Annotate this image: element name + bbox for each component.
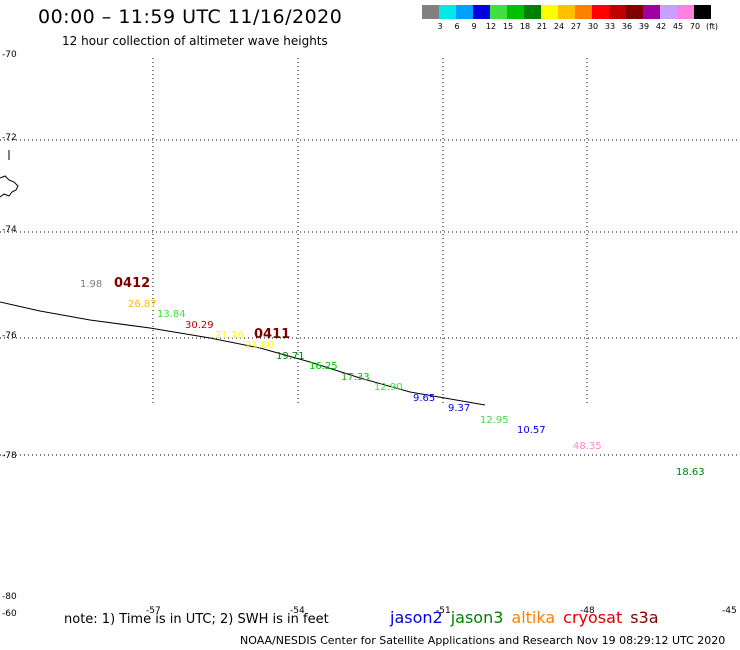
chart-title: 00:00 – 11:59 UTC 11/16/2020 — [38, 6, 343, 28]
satellite-track — [0, 301, 486, 406]
footer-note: note: 1) Time is in UTC; 2) SWH is in fe… — [64, 612, 329, 627]
latitude-label: -78 — [2, 451, 17, 461]
colorbar-swatch — [575, 5, 592, 19]
colorbar-swatch — [439, 5, 456, 19]
wave-height-value: 16.25 — [309, 361, 338, 372]
satellite-name: jason3 — [450, 608, 504, 627]
wave-height-value: 13.84 — [157, 309, 186, 320]
colorbar-label: 45 — [672, 22, 684, 31]
wave-height-value: 1.98 — [80, 279, 103, 290]
colorbar-label: 21 — [536, 22, 548, 31]
colorbar-label: 27 — [570, 22, 582, 31]
wave-height-value: 17.33 — [341, 372, 370, 383]
colorbar-label: 70 — [689, 22, 701, 31]
wave-height-value: 12.90 — [374, 382, 403, 393]
colorbar-swatch — [490, 5, 507, 19]
wave-height-value: 48.35 — [573, 441, 602, 452]
wave-height-value: 12.95 — [480, 415, 509, 426]
wave-height-value: 26.87 — [128, 299, 157, 310]
colorbar-label: 24 — [553, 22, 565, 31]
wave-height-value: 9.37 — [448, 403, 471, 414]
latitude-label: -74 — [2, 225, 17, 235]
longitude-label: -48 — [580, 606, 595, 616]
latitude-label: -76 — [2, 331, 17, 341]
colorbar-label: 6 — [454, 22, 460, 31]
colorbar-swatch — [541, 5, 558, 19]
pass-time-label: 0411 — [254, 327, 291, 342]
colorbar-swatch — [422, 5, 439, 19]
colorbar-label: 36 — [621, 22, 633, 31]
latitude-label: -70 — [2, 50, 17, 60]
satellite-name: cryosat — [563, 608, 623, 627]
colorbar-swatch — [660, 5, 677, 19]
pass-time-label: 0412 — [114, 276, 151, 291]
chart-subtitle: 12 hour collection of altimeter wave hei… — [62, 34, 328, 48]
colorbar-label: 3 — [437, 22, 443, 31]
colorbar-label: (ft) — [705, 22, 719, 31]
latitude-label: -72 — [2, 133, 17, 143]
latitude-label: -80 — [2, 592, 17, 602]
colorbar-label: 9 — [471, 22, 477, 31]
colorbar-swatch — [677, 5, 694, 19]
colorbar-label: 12 — [485, 22, 497, 31]
longitude-label: -51 — [436, 606, 451, 616]
colorbar-label: 18 — [519, 22, 531, 31]
longitude-label: -54 — [290, 606, 305, 616]
longitude-label: -45 — [722, 606, 737, 616]
colorbar-swatch — [507, 5, 524, 19]
satellite-name: s3a — [630, 608, 659, 627]
wave-height-value: 19.71 — [276, 351, 305, 362]
wave-height-value: 18.63 — [676, 467, 705, 478]
satellite-legend: jason2 jason3 altika cryosat s3a — [390, 608, 667, 627]
colorbar-swatch — [626, 5, 643, 19]
longitude-label: -57 — [146, 606, 161, 616]
longitude-label: -60 — [2, 609, 17, 619]
wave-height-value: 30.29 — [185, 320, 214, 331]
colorbar-swatch — [643, 5, 660, 19]
colorbar-swatch — [609, 5, 626, 19]
colorbar-label: 15 — [502, 22, 514, 31]
wave-height-value: 9.65 — [413, 393, 436, 404]
wave-height-value: 21.16 — [215, 330, 244, 341]
colorbar-label: 30 — [587, 22, 599, 31]
colorbar-swatch — [694, 5, 711, 19]
colorbar-swatch — [592, 5, 609, 19]
colorbar-label: 42 — [655, 22, 667, 31]
wave-height-value: 21.80 — [245, 340, 274, 351]
colorbar-swatch — [558, 5, 575, 19]
credit-line: NOAA/NESDIS Center for Satellite Applica… — [240, 634, 726, 647]
colorbar-swatch — [456, 5, 473, 19]
colorbar-label: 33 — [604, 22, 616, 31]
colorbar-label: 39 — [638, 22, 650, 31]
wave-height-value: 10.57 — [517, 425, 546, 436]
satellite-name: altika — [511, 608, 556, 627]
satellite-name: jason2 — [390, 608, 443, 627]
colorbar-swatch — [524, 5, 541, 19]
coastline — [0, 175, 19, 198]
colorbar-swatch — [473, 5, 490, 19]
